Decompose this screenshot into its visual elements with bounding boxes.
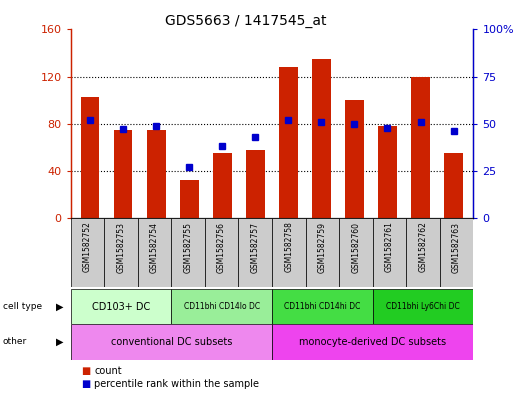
Text: GSM1582752: GSM1582752 [83, 222, 92, 272]
Bar [406, 218, 440, 287]
Text: cell type: cell type [3, 302, 42, 311]
Bar [272, 218, 305, 287]
Text: CD11bhi Ly6Chi DC: CD11bhi Ly6Chi DC [386, 302, 460, 311]
Text: GSM1582756: GSM1582756 [217, 222, 226, 273]
Bar [379, 126, 396, 218]
Text: GSM1582760: GSM1582760 [351, 222, 360, 273]
Bar [180, 180, 199, 218]
Text: count: count [94, 366, 122, 376]
Bar [339, 218, 372, 287]
Bar [445, 153, 462, 218]
Text: ▶: ▶ [56, 301, 64, 312]
Bar [104, 218, 138, 287]
Text: CD103+ DC: CD103+ DC [92, 301, 150, 312]
Text: GSM1582763: GSM1582763 [452, 222, 461, 273]
Text: ■: ■ [81, 366, 90, 376]
Bar [372, 218, 406, 287]
Text: GSM1582755: GSM1582755 [184, 222, 192, 273]
Bar [171, 218, 205, 287]
Bar [312, 59, 331, 218]
Bar [272, 324, 473, 360]
Bar [272, 289, 372, 324]
Text: CD11bhi CD14lo DC: CD11bhi CD14lo DC [184, 302, 260, 311]
Text: monocyte-derived DC subsets: monocyte-derived DC subsets [299, 337, 446, 347]
Bar [305, 218, 339, 287]
Bar [279, 67, 298, 218]
Bar [115, 130, 132, 218]
Bar [440, 218, 473, 287]
Text: GSM1582762: GSM1582762 [418, 222, 427, 272]
Text: percentile rank within the sample: percentile rank within the sample [94, 379, 259, 389]
Bar [345, 100, 363, 218]
Text: GSM1582759: GSM1582759 [318, 222, 327, 273]
Text: GSM1582754: GSM1582754 [150, 222, 159, 273]
Bar [82, 97, 99, 218]
Text: GSM1582753: GSM1582753 [117, 222, 126, 273]
Bar [246, 150, 265, 218]
Text: GSM1582757: GSM1582757 [251, 222, 260, 273]
Bar [372, 289, 473, 324]
Text: CD11bhi CD14hi DC: CD11bhi CD14hi DC [284, 302, 360, 311]
Bar [412, 77, 429, 218]
Bar [171, 289, 272, 324]
Text: GSM1582761: GSM1582761 [385, 222, 394, 272]
Text: other: other [3, 338, 27, 346]
Text: conventional DC subsets: conventional DC subsets [110, 337, 232, 347]
Bar [71, 289, 171, 324]
Bar [138, 218, 172, 287]
Bar [205, 218, 238, 287]
Text: GDS5663 / 1417545_at: GDS5663 / 1417545_at [165, 14, 326, 28]
Bar [238, 218, 272, 287]
Bar [71, 324, 272, 360]
Bar [71, 218, 104, 287]
Bar [147, 130, 165, 218]
Text: ▶: ▶ [56, 337, 64, 347]
Bar [213, 153, 232, 218]
Text: GSM1582758: GSM1582758 [284, 222, 293, 272]
Text: ■: ■ [81, 379, 90, 389]
